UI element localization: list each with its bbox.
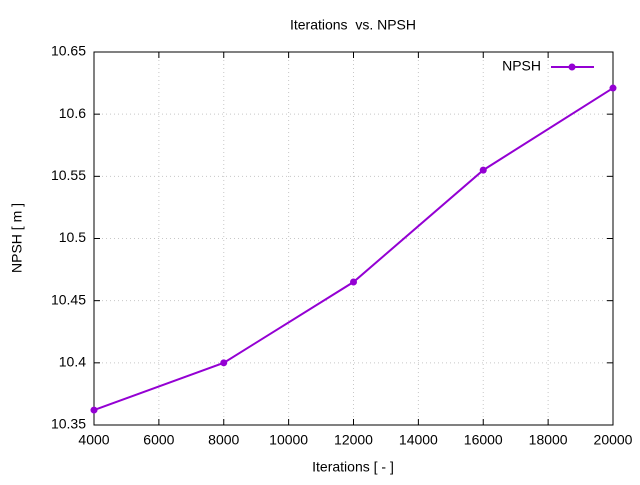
- x-tick-label: 4000: [78, 432, 109, 448]
- data-point: [220, 359, 228, 367]
- data-point: [479, 166, 487, 174]
- x-tick-label: 6000: [143, 432, 174, 448]
- y-tick-label: 10.4: [59, 354, 86, 370]
- x-tick-label: 8000: [208, 432, 239, 448]
- x-tick-label: 14000: [399, 432, 438, 448]
- data-point: [609, 84, 617, 92]
- data-point: [350, 278, 357, 286]
- x-tick-label: 18000: [529, 432, 568, 448]
- x-tick-label: 16000: [464, 432, 503, 448]
- x-axis-label: Iterations [ - ]: [312, 459, 394, 475]
- plot-frame: [93, 51, 614, 426]
- data-point: [90, 406, 98, 414]
- chart-title: Iterations vs. NPSH: [290, 17, 416, 33]
- x-tick-label: 10000: [269, 432, 308, 448]
- y-tick-label: 10.6: [59, 105, 86, 121]
- y-tick-label: 10.55: [51, 167, 86, 183]
- y-tick-label: 10.35: [51, 416, 86, 432]
- y-tick-label: 10.65: [51, 43, 86, 59]
- y-tick-label: 10.45: [51, 291, 86, 307]
- legend-marker: [568, 63, 576, 71]
- x-tick-label: 20000: [594, 432, 633, 448]
- legend-label: NPSH: [502, 58, 541, 74]
- y-axis-label: NPSH [ m ]: [9, 203, 25, 273]
- y-tick-label: 10.5: [59, 229, 86, 245]
- x-tick-label: 12000: [334, 432, 373, 448]
